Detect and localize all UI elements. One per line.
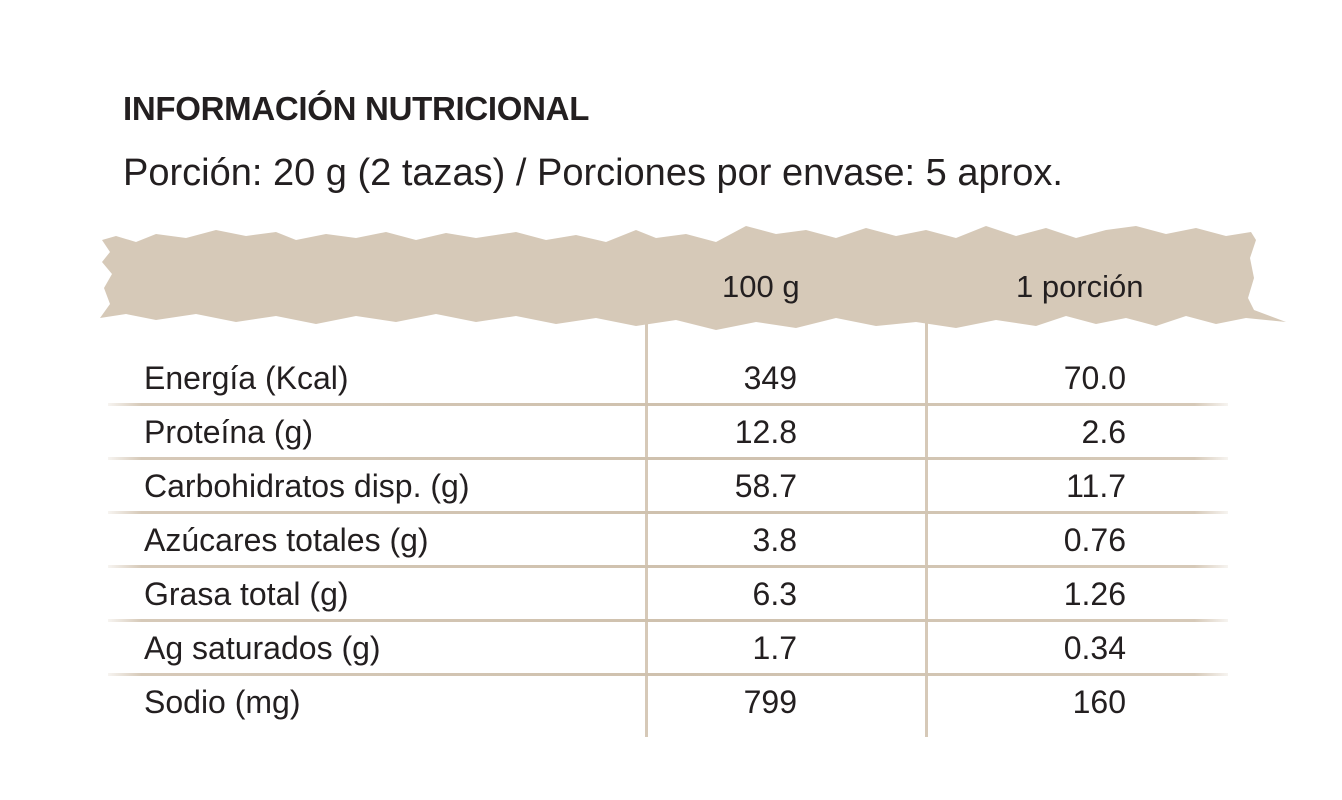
nutrient-label: Sodio (mg) bbox=[144, 684, 301, 720]
header-band bbox=[100, 226, 1286, 330]
nutrient-label: Proteína (g) bbox=[144, 414, 313, 450]
value-portion: 11.7 bbox=[1066, 468, 1126, 504]
value-portion: 70.0 bbox=[1063, 360, 1126, 396]
row-separator bbox=[108, 457, 1228, 460]
nutrient-label: Grasa total (g) bbox=[144, 576, 349, 612]
nutrient-label: Ag saturados (g) bbox=[144, 630, 381, 666]
value-portion: 0.76 bbox=[1063, 522, 1126, 558]
value-portion: 1.26 bbox=[1063, 576, 1126, 612]
nutrient-label: Carbohidratos disp. (g) bbox=[144, 468, 470, 504]
nutrient-label: Energía (Kcal) bbox=[144, 360, 349, 396]
table-row: Proteína (g) 12.8 2.6 bbox=[0, 406, 1342, 460]
row-separator bbox=[108, 619, 1228, 622]
row-separator bbox=[108, 673, 1228, 676]
value-portion: 160 bbox=[1072, 684, 1126, 720]
value-portion: 0.34 bbox=[1063, 630, 1126, 666]
table-row: Ag saturados (g) 1.7 0.34 bbox=[0, 622, 1342, 676]
serving-info: Porción: 20 g (2 tazas) / Porciones por … bbox=[123, 152, 1063, 194]
value-100g: 6.3 bbox=[752, 576, 797, 612]
value-100g: 3.8 bbox=[752, 522, 797, 558]
column-divider bbox=[645, 322, 648, 737]
table-row: Carbohidratos disp. (g) 58.7 11.7 bbox=[0, 460, 1342, 514]
nutrition-table: Energía (Kcal) 349 70.0 Proteína (g) 12.… bbox=[0, 352, 1342, 730]
row-separator bbox=[108, 511, 1228, 514]
table-row: Energía (Kcal) 349 70.0 bbox=[0, 352, 1342, 406]
value-100g: 799 bbox=[743, 684, 797, 720]
value-100g: 12.8 bbox=[734, 414, 797, 450]
row-separator bbox=[108, 565, 1228, 568]
table-row: Grasa total (g) 6.3 1.26 bbox=[0, 568, 1342, 622]
value-100g: 1.7 bbox=[752, 630, 797, 666]
value-100g: 349 bbox=[743, 360, 797, 396]
page-title: INFORMACIÓN NUTRICIONAL bbox=[123, 90, 590, 127]
value-portion: 2.6 bbox=[1081, 414, 1126, 450]
value-100g: 58.7 bbox=[734, 468, 797, 504]
column-header-100g: 100 g bbox=[722, 269, 800, 304]
column-divider bbox=[925, 322, 928, 737]
table-row: Azúcares totales (g) 3.8 0.76 bbox=[0, 514, 1342, 568]
table-row: Sodio (mg) 799 160 bbox=[0, 676, 1342, 730]
column-header-portion: 1 porción bbox=[1016, 269, 1144, 304]
row-separator bbox=[108, 403, 1228, 406]
nutrient-label: Azúcares totales (g) bbox=[144, 522, 429, 558]
